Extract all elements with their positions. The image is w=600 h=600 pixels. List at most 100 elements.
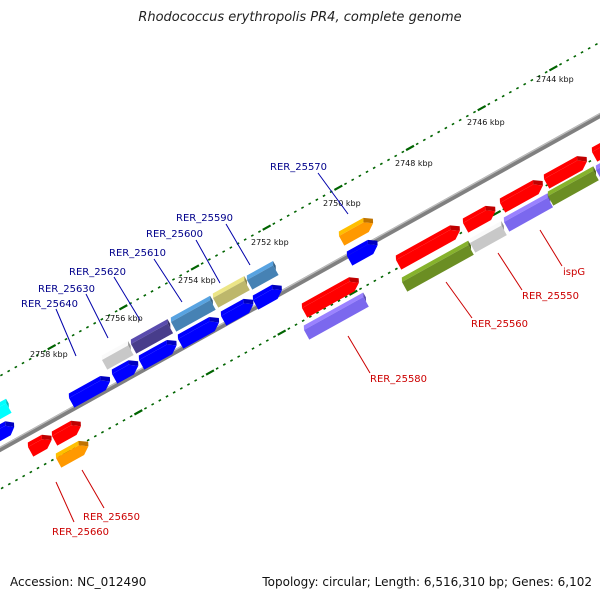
scale-tick bbox=[458, 118, 462, 122]
gene-arrow bbox=[543, 156, 578, 179]
gene-arrow bbox=[450, 225, 460, 231]
scale-tick bbox=[251, 347, 255, 350]
scale-tick bbox=[379, 162, 383, 166]
gene-arrow bbox=[462, 205, 486, 223]
scale-tick bbox=[165, 395, 169, 398]
leader-rer-25650 bbox=[81, 469, 105, 509]
scale-tick bbox=[0, 373, 4, 377]
leader-rer-25560 bbox=[445, 281, 473, 319]
scale-tick bbox=[14, 365, 18, 369]
gene-arrow bbox=[504, 197, 553, 232]
gene-arrow bbox=[5, 421, 15, 428]
gene-arrow bbox=[170, 295, 211, 322]
gene-arrow bbox=[304, 297, 369, 340]
scale-tick bbox=[523, 82, 527, 86]
scale-tick bbox=[100, 317, 104, 321]
label-rer-25560: RER_25560 bbox=[471, 319, 528, 330]
gene-arrow bbox=[128, 341, 131, 351]
scale-tick bbox=[108, 426, 112, 430]
gene-arrow bbox=[221, 303, 254, 326]
scale-tick bbox=[294, 323, 298, 326]
scale-tick bbox=[366, 283, 370, 287]
gene-arrow bbox=[212, 276, 245, 298]
gene-arrow bbox=[363, 217, 374, 224]
gene-arrow bbox=[128, 360, 139, 366]
scale-tick bbox=[293, 210, 297, 214]
gene-arrow bbox=[503, 193, 548, 222]
gene-arrow bbox=[243, 298, 254, 305]
scale-tick bbox=[93, 434, 97, 438]
gene-arrow bbox=[592, 147, 600, 162]
scale-tick bbox=[348, 289, 358, 296]
scale-tick bbox=[472, 110, 477, 114]
label-rer-25580: RER_25580 bbox=[370, 374, 427, 385]
scale-tick bbox=[262, 224, 272, 231]
gene-arrow bbox=[171, 300, 216, 332]
accession-text: Accession: NC_012490 bbox=[10, 575, 147, 589]
scale-tick bbox=[229, 359, 234, 362]
kbp-label-2748: 2748 kbp bbox=[395, 159, 433, 168]
gene-arrow bbox=[577, 156, 587, 162]
gene-arrow bbox=[363, 292, 367, 302]
leader-rer-25580 bbox=[347, 335, 371, 374]
gene-arrow bbox=[102, 345, 134, 370]
kbp-label-2754: 2754 kbp bbox=[178, 276, 216, 285]
gene-arrow bbox=[591, 142, 600, 152]
gene-arrow bbox=[0, 421, 6, 429]
scale-tick bbox=[494, 98, 498, 102]
scale-tick bbox=[150, 290, 154, 293]
scale-tick bbox=[172, 391, 176, 394]
scale-tick bbox=[118, 304, 128, 311]
leader-rer-25590 bbox=[225, 223, 251, 266]
scale-tick bbox=[207, 258, 211, 261]
gene-arrow bbox=[595, 163, 600, 170]
gene-arrow bbox=[349, 277, 359, 283]
gene-arrow bbox=[0, 403, 12, 420]
scale-tick bbox=[143, 406, 148, 410]
scale-tick bbox=[272, 222, 276, 225]
gene-arrow bbox=[52, 425, 81, 446]
scale-tick bbox=[358, 174, 362, 178]
gene-arrow bbox=[246, 261, 274, 280]
label-rer-25550: RER_25550 bbox=[522, 291, 579, 302]
scale-tick bbox=[308, 315, 312, 319]
leader-rer-25570 bbox=[317, 172, 349, 215]
scale-tick bbox=[422, 138, 426, 142]
scale-tick bbox=[333, 184, 343, 191]
kbp-label-2758: 2758 kbp bbox=[30, 350, 68, 359]
scale-tick bbox=[244, 351, 248, 354]
kbp-label-2752: 2752 kbp bbox=[251, 238, 289, 247]
gene-arrow bbox=[6, 398, 9, 408]
label-rer-25600: RER_25600 bbox=[146, 229, 203, 240]
scale-tick bbox=[365, 170, 369, 174]
leader-rer-25620 bbox=[113, 276, 141, 321]
scale-tick bbox=[186, 270, 190, 273]
scale-tick bbox=[47, 344, 57, 351]
gene-arrow bbox=[401, 240, 469, 282]
scale-tick bbox=[71, 333, 75, 337]
scale-tick bbox=[186, 383, 191, 386]
leader-lines bbox=[55, 172, 563, 523]
scale-tick bbox=[93, 321, 97, 325]
gene-arrow bbox=[301, 277, 350, 308]
scale-tick bbox=[300, 206, 305, 210]
label-rer-25650: RER_25650 bbox=[83, 512, 140, 523]
scale-tick bbox=[415, 142, 419, 146]
scale-tick bbox=[42, 349, 47, 353]
scale-tick bbox=[222, 363, 226, 366]
scale-tick bbox=[477, 104, 487, 112]
leader-rer-25640 bbox=[55, 308, 77, 357]
scale-tick bbox=[405, 144, 415, 152]
scale-tick bbox=[315, 198, 319, 202]
leader-rer-25630 bbox=[85, 293, 109, 339]
scale-tick bbox=[257, 230, 262, 233]
gene-arrow bbox=[303, 292, 364, 330]
gene-arrow bbox=[395, 225, 451, 260]
gene-arrow bbox=[213, 280, 250, 308]
gene-arrow bbox=[177, 317, 210, 339]
gene-arrow bbox=[139, 344, 177, 370]
scale-tick bbox=[573, 54, 577, 58]
scale-tick bbox=[250, 234, 254, 237]
gene-arrow bbox=[178, 321, 220, 349]
